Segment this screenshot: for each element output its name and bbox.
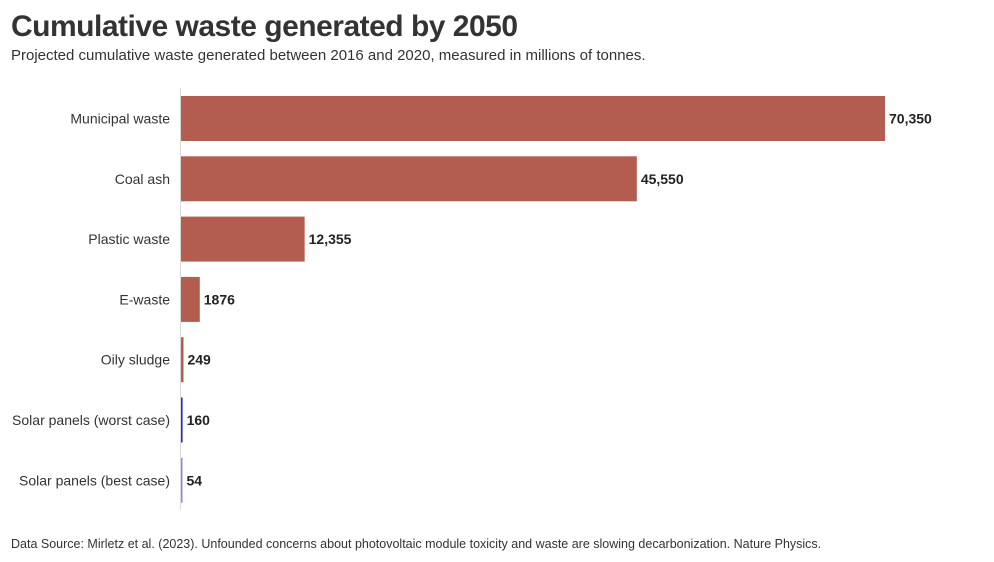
bar xyxy=(181,276,200,322)
data-source-note: Data Source: Mirletz et al. (2023). Unfo… xyxy=(11,537,822,551)
bar xyxy=(181,397,183,443)
category-label: Solar panels (worst case) xyxy=(12,412,170,428)
chart-subtitle: Projected cumulative waste generated bet… xyxy=(11,47,646,64)
value-label: 12,355 xyxy=(309,231,352,247)
category-label: E-waste xyxy=(119,291,170,307)
category-label: Coal ash xyxy=(115,171,170,187)
bar xyxy=(181,96,885,141)
bar xyxy=(181,457,183,503)
category-label: Solar panels (best case) xyxy=(19,472,170,488)
value-label: 54 xyxy=(187,472,203,488)
bar xyxy=(181,216,305,262)
value-label: 70,350 xyxy=(889,111,932,127)
category-label: Oily sludge xyxy=(101,352,170,368)
category-label: Municipal waste xyxy=(70,111,170,127)
value-label: 1876 xyxy=(204,291,235,307)
category-label: Plastic waste xyxy=(88,231,170,247)
value-label: 249 xyxy=(187,352,211,368)
value-label: 160 xyxy=(187,412,211,428)
bars-group: Municipal waste 70,350 Coal ash 45,550 Plast… xyxy=(12,96,932,503)
value-label: 45,550 xyxy=(641,171,684,187)
bar xyxy=(181,337,184,383)
bar-chart: Municipal waste 70,350 Coal ash 45,550 Plast… xyxy=(12,88,932,510)
bar xyxy=(181,156,637,202)
chart-title: Cumulative waste generated by 2050 xyxy=(11,10,518,43)
